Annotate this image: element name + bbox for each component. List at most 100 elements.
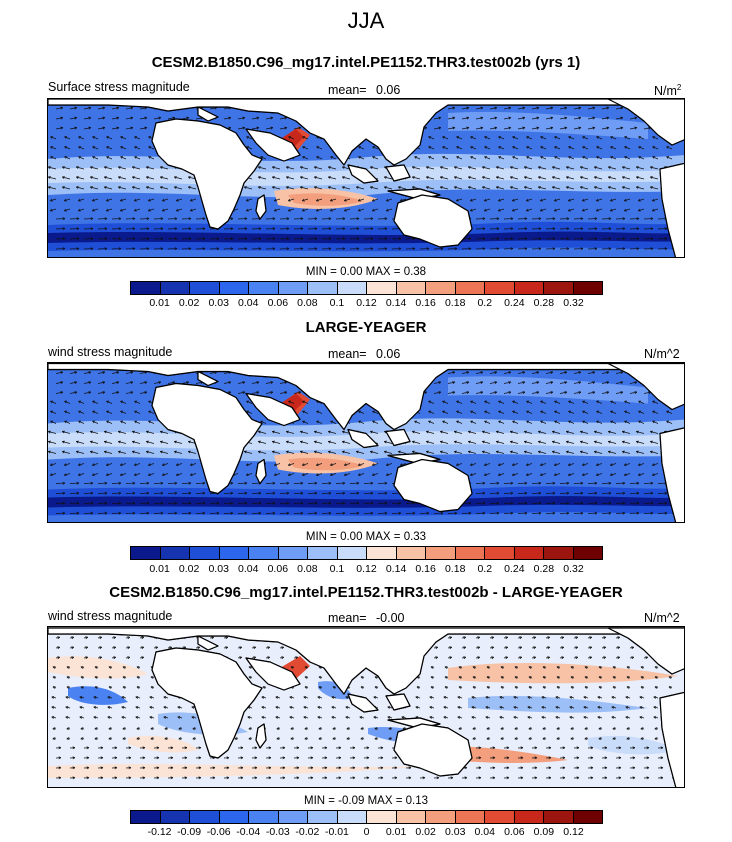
colorbar-swatch: [544, 811, 574, 823]
panel-1-units: N/m2: [654, 83, 682, 99]
colorbar-tick-label: -0.09: [177, 826, 202, 838]
colorbar-swatch: [573, 547, 602, 559]
panel-2-title: LARGE-YEAGER: [305, 319, 427, 336]
figure-title: JJA: [347, 8, 385, 33]
colorbar-tick-label: 0.1: [329, 297, 345, 309]
colorbar-swatch: [396, 282, 426, 294]
colorbar-tick-label: 0.01: [149, 297, 170, 309]
colorbar-swatch: [308, 282, 338, 294]
panel-1-variable-label: Surface stress magnitude: [48, 80, 190, 94]
panel-3-map[interactable]: [47, 626, 685, 788]
colorbar-tick-label: 0.2: [477, 297, 493, 309]
panel-1-map[interactable]: [47, 98, 685, 258]
colorbar-tick-label: 0.12: [356, 297, 377, 309]
colorbar-swatch: [160, 811, 190, 823]
colorbar-swatch: [396, 547, 426, 559]
colorbar-tick-label: 0.01: [149, 563, 170, 575]
colorbar-tick-label: -0.01: [324, 826, 349, 838]
colorbar-swatch: [131, 547, 161, 559]
colorbar-swatch: [249, 811, 279, 823]
colorbar-tick-label: 0.02: [415, 826, 436, 838]
panel-1-title: CESM2.B1850.C96_mg17.intel.PE1152.THR3.t…: [151, 54, 581, 71]
colorbar-swatch: [544, 547, 574, 559]
colorbar-swatch: [308, 811, 338, 823]
colorbar-tick-label: 0: [363, 826, 370, 838]
colorbar-swatch: [249, 282, 279, 294]
colorbar-tick-label: 0.12: [356, 563, 377, 575]
colorbar-swatch: [426, 282, 456, 294]
panel-3-colorbar-ticks: -0.12 -0.09 -0.06 -0.04 -0.03 -0.02 -0.01 0 0.01…: [130, 826, 603, 840]
colorbar-swatch: [514, 811, 544, 823]
colorbar-swatch: [249, 547, 279, 559]
colorbar-tick-label: 0.08: [297, 297, 318, 309]
panel-1-colorbar-ticks: 0.01 0.02 0.03 0.04 0.06 0.08 0.1 0.12 0.14 0.16 0…: [130, 297, 603, 311]
colorbar-tick-label: 0.06: [267, 297, 289, 309]
colorbar-tick-label: 0.12: [563, 826, 584, 838]
colorbar-tick-label: 0.28: [533, 297, 555, 309]
colorbar-swatch: [190, 811, 220, 823]
colorbar-swatch: [160, 282, 190, 294]
colorbar-swatch: [337, 282, 367, 294]
colorbar-swatch: [131, 282, 161, 294]
colorbar-swatch: [455, 811, 485, 823]
panel-1-mean-label: mean=: [328, 83, 367, 97]
colorbar-tick-label: -0.03: [265, 826, 290, 838]
colorbar-tick-label: 0.2: [477, 563, 493, 575]
colorbar-tick-label: 0.06: [267, 563, 289, 575]
panel-2-mean-label: mean=: [328, 347, 367, 361]
panel-3-mean-label: mean=: [328, 611, 367, 625]
colorbar-tick-label: 0.24: [504, 563, 525, 575]
colorbar-swatch: [337, 811, 367, 823]
panel-2-map[interactable]: [47, 362, 685, 523]
colorbar-swatch: [278, 282, 308, 294]
panel-3-minmax: MIN = -0.09 MAX = 0.13: [303, 795, 428, 807]
colorbar-tick-label: 0.32: [563, 297, 584, 309]
colorbar-swatch: [190, 547, 220, 559]
colorbar-tick-label: 0.09: [533, 826, 555, 838]
colorbar-swatch: [219, 282, 249, 294]
panel-1-mean-value: 0.06: [376, 83, 401, 97]
panel-3-title: CESM2.B1850.C96_mg17.intel.PE1152.THR3.t…: [109, 584, 623, 601]
colorbar-tick-label: 0.02: [178, 297, 200, 309]
colorbar-swatch: [573, 811, 602, 823]
panel-1-colorbar: [130, 281, 603, 295]
colorbar-tick-label: -0.04: [236, 826, 261, 838]
panel-2-variable-label: wind stress magnitude: [48, 345, 173, 359]
colorbar-swatch: [367, 547, 397, 559]
colorbar-tick-label: 0.32: [563, 563, 584, 575]
colorbar-tick-label: 0.03: [444, 826, 466, 838]
colorbar-swatch: [485, 811, 515, 823]
colorbar-swatch: [131, 811, 161, 823]
colorbar-tick-label: 0.28: [533, 563, 555, 575]
colorbar-swatch: [308, 547, 338, 559]
colorbar-tick-label: -0.06: [206, 826, 231, 838]
colorbar-tick-label: 0.03: [208, 563, 229, 575]
panel-3-colorbar: [130, 810, 603, 824]
colorbar-tick-label: 0.01: [385, 826, 407, 838]
colorbar-swatch: [573, 282, 602, 294]
colorbar-swatch: [219, 547, 249, 559]
colorbar-swatch: [514, 547, 544, 559]
colorbar-swatch: [426, 547, 456, 559]
panel-3-units: N/m^2: [644, 611, 680, 625]
colorbar-swatch: [544, 282, 574, 294]
colorbar-tick-label: -0.12: [147, 826, 172, 838]
colorbar-swatch: [396, 811, 426, 823]
colorbar-swatch: [455, 282, 485, 294]
colorbar-tick-label: 0.04: [474, 826, 495, 838]
colorbar-swatch: [485, 282, 515, 294]
colorbar-tick-label: 0.1: [329, 563, 345, 575]
colorbar-swatch: [367, 811, 397, 823]
panel-2-mean-value: 0.06: [376, 347, 401, 361]
colorbar-swatch: [278, 811, 308, 823]
colorbar-tick-label: 0.24: [504, 297, 525, 309]
panel-3-mean-value: -0.00: [376, 611, 405, 625]
colorbar-swatch: [514, 282, 544, 294]
colorbar-tick-label: 0.06: [504, 826, 525, 838]
colorbar-tick-label: 0.02: [178, 563, 200, 575]
colorbar-tick-label: 0.14: [385, 297, 407, 309]
colorbar-swatch: [426, 811, 456, 823]
panel-2-colorbar: [130, 546, 603, 560]
colorbar-tick-label: 0.04: [238, 563, 259, 575]
panel-2-colorbar-ticks: 0.01 0.02 0.03 0.04 0.06 0.08 0.1 0.12 0.14 0.16 0…: [130, 563, 603, 577]
